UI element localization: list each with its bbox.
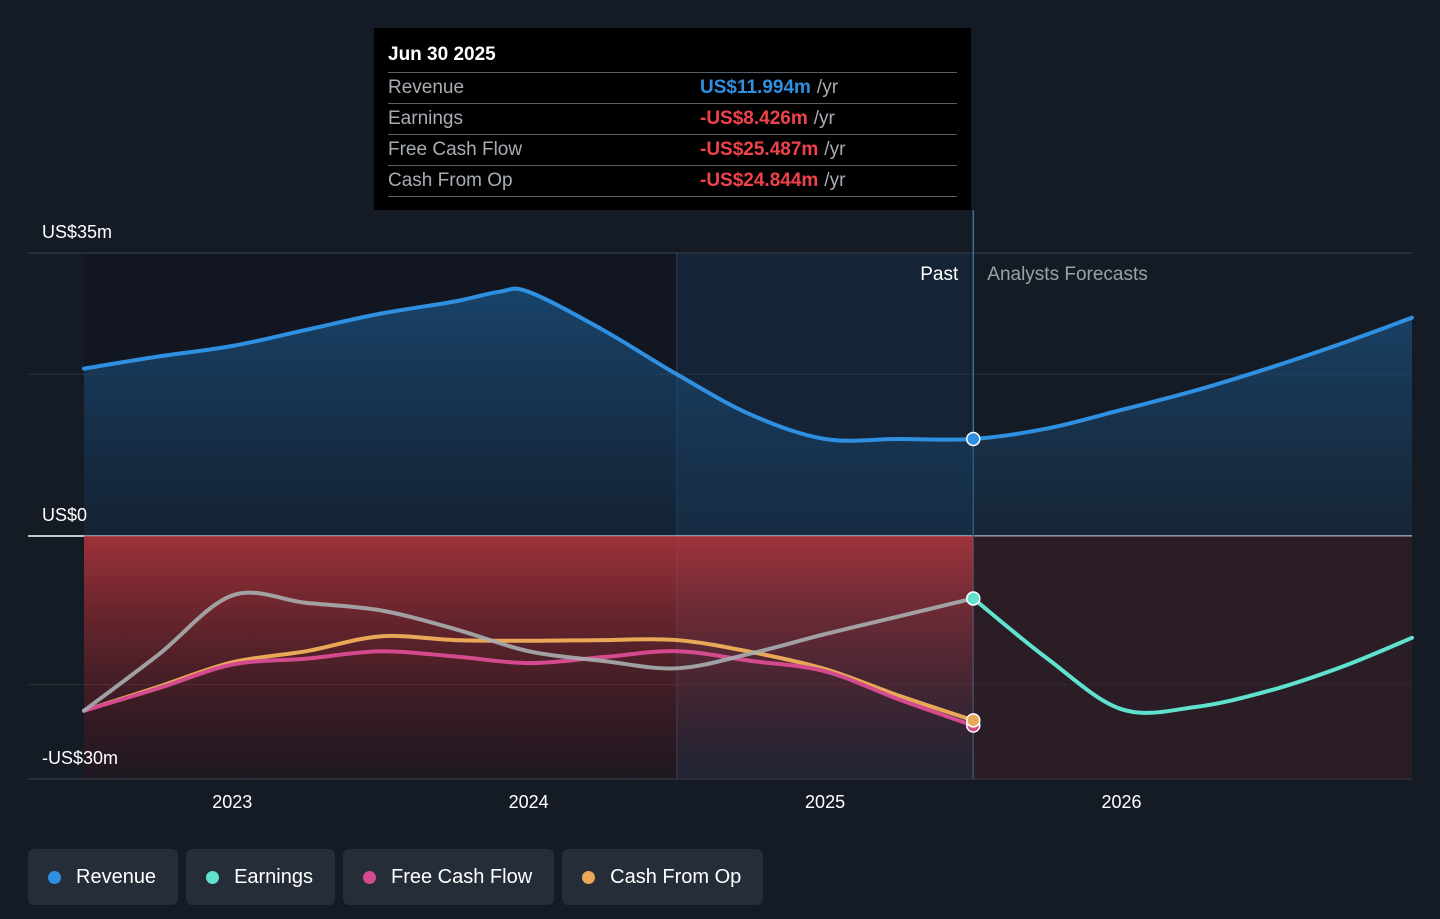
cash-from-op-marker bbox=[966, 713, 981, 728]
loss-region-past bbox=[84, 536, 974, 779]
y-axis-label: -US$30m bbox=[42, 748, 118, 768]
legend-label: Free Cash Flow bbox=[391, 865, 533, 888]
tooltip-row-revenue: Revenue US$11.994m /yr bbox=[388, 72, 957, 103]
tooltip-label: Free Cash Flow bbox=[388, 139, 523, 160]
tooltip-label: Cash From Op bbox=[388, 170, 513, 191]
legend-dot-icon bbox=[206, 870, 220, 884]
x-tick-label: 2023 bbox=[212, 792, 252, 812]
legend-label: Earnings bbox=[234, 865, 313, 888]
revenue-line bbox=[82, 286, 1414, 443]
tooltip-value: US$11.994m bbox=[700, 77, 811, 98]
tooltip-label: Earnings bbox=[388, 108, 463, 129]
legend-label: Cash From Op bbox=[610, 865, 742, 888]
tooltip-unit: /yr bbox=[824, 170, 846, 191]
legend: Revenue Earnings Free Cash Flow Cash Fro… bbox=[28, 849, 764, 905]
legend-item-earnings[interactable]: Earnings bbox=[186, 849, 335, 905]
tooltip-unit: /yr bbox=[816, 77, 839, 98]
legend-dot-icon bbox=[48, 870, 61, 884]
earnings-line-forecast bbox=[971, 596, 1414, 715]
tooltip: Jun 30 2025 Revenue US$11.994m /yr Earni… bbox=[374, 28, 971, 210]
x-tick-label: 2026 bbox=[1101, 792, 1141, 812]
revenue-marker bbox=[966, 431, 981, 447]
legend-dot-icon bbox=[363, 870, 376, 884]
x-tick-label: 2024 bbox=[509, 792, 549, 812]
tooltip-row-earnings: Earnings -US$8.426m /yr bbox=[388, 103, 957, 134]
tooltip-row-cash-from-op: Cash From Op -US$24.844m /yr bbox=[388, 165, 957, 197]
y-axis-label: US$0 bbox=[42, 505, 87, 525]
free-cash-flow-line bbox=[82, 649, 976, 728]
legend-dot-icon bbox=[582, 870, 596, 884]
legend-item-revenue[interactable]: Revenue bbox=[28, 849, 179, 905]
loss-region-forecast bbox=[973, 536, 1412, 779]
earnings-line-past bbox=[82, 590, 976, 713]
tooltip-label: Revenue bbox=[388, 77, 465, 98]
x-tick-label: 2025 bbox=[805, 792, 845, 812]
forecast-label: Analysts Forecasts bbox=[987, 264, 1147, 285]
tooltip-unit: /yr bbox=[813, 108, 835, 129]
tooltip-value: -US$8.426m bbox=[700, 108, 808, 129]
y-axis-label: US$35m bbox=[42, 222, 112, 242]
tooltip-value: -US$24.844m bbox=[700, 170, 819, 191]
tooltip-unit: /yr bbox=[824, 139, 846, 160]
tooltip-date: Jun 30 2025 bbox=[388, 44, 496, 65]
legend-item-cash-from-op[interactable]: Cash From Op bbox=[562, 849, 764, 905]
past-label: Past bbox=[920, 264, 959, 285]
tooltip-value: -US$25.487m bbox=[700, 139, 819, 160]
tooltip-row-free-cash-flow: Free Cash Flow -US$25.487m /yr bbox=[388, 134, 957, 165]
earnings-marker bbox=[966, 591, 981, 606]
legend-item-free-cash-flow[interactable]: Free Cash Flow bbox=[343, 849, 555, 905]
revenue-area bbox=[84, 288, 1412, 536]
cash-from-op-line bbox=[82, 633, 976, 723]
legend-label: Revenue bbox=[76, 865, 157, 888]
